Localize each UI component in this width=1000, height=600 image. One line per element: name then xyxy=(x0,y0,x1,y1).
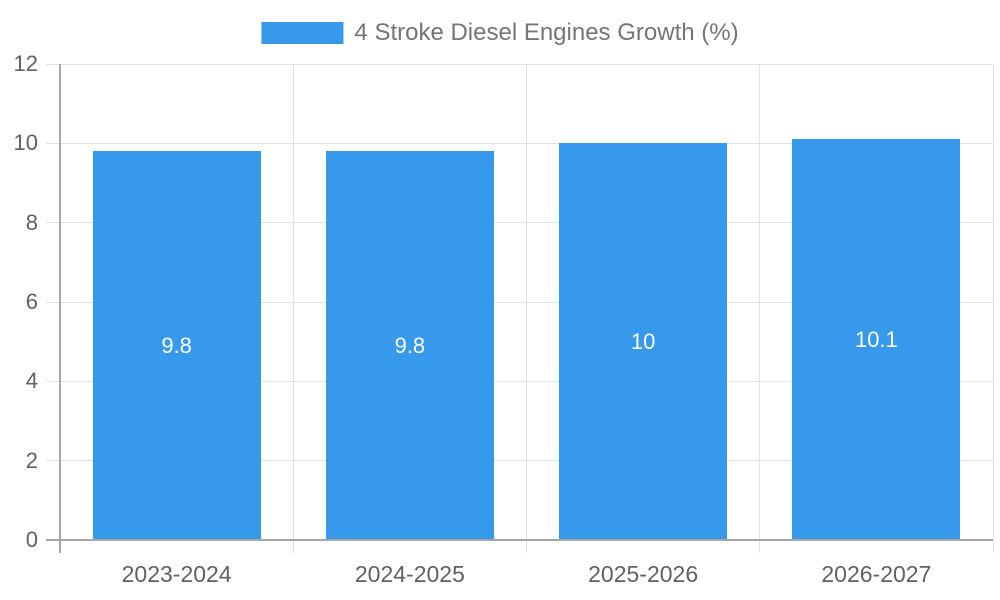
x-axis-label: 2025-2026 xyxy=(588,561,699,587)
bar-value-label: 9.8 xyxy=(161,332,192,358)
gridline-y-4 xyxy=(46,380,993,382)
y-tick-label: 10 xyxy=(13,130,38,156)
y-tick-label: 6 xyxy=(25,289,38,314)
gridline-x-2 xyxy=(526,64,527,553)
gridline-y-6 xyxy=(46,301,993,303)
gridline-y-10 xyxy=(46,142,993,144)
chart-legend[interactable]: 4 Stroke Diesel Engines Growth (%) xyxy=(261,19,739,47)
y-axis-line xyxy=(59,64,61,553)
y-tick-label: 8 xyxy=(25,209,38,235)
bar-2025-2026[interactable] xyxy=(559,143,728,540)
bar-2023-2024[interactable] xyxy=(92,151,261,540)
x-axis-label: 2023-2024 xyxy=(121,561,232,587)
gridline-x-1 xyxy=(292,64,294,553)
gridline-y-8 xyxy=(46,222,993,224)
y-tick-label: 0 xyxy=(25,527,38,552)
gridline-x-4 xyxy=(992,64,994,553)
legend-swatch xyxy=(261,22,344,44)
bar-value-label: 9.8 xyxy=(394,332,426,358)
x-axis-label: 2026-2027 xyxy=(821,561,932,587)
gridline-x-3 xyxy=(759,64,761,553)
bar-value-label: 10 xyxy=(630,328,656,354)
y-tick-label: 12 xyxy=(13,51,38,76)
bar-2024-2025[interactable] xyxy=(325,151,494,540)
x-axis-baseline xyxy=(46,539,993,541)
y-tick-label: 2 xyxy=(25,447,38,473)
y-tick-label: 4 xyxy=(25,368,38,394)
x-axis-label: 2024-2025 xyxy=(354,561,465,587)
gridline-y-12 xyxy=(46,63,993,65)
legend-label: 4 Stroke Diesel Engines Growth (%) xyxy=(354,19,739,46)
bar-2026-2027[interactable] xyxy=(792,139,961,540)
bar-value-label: 10.1 xyxy=(854,326,898,352)
gridline-y-2 xyxy=(46,460,993,462)
